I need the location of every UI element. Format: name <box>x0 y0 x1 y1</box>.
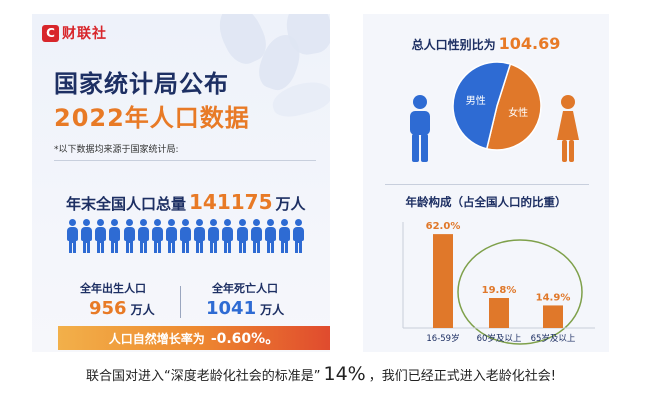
person-icon <box>108 219 121 253</box>
growth-rate-banner: 人口自然增长率为 -0.60%。 <box>58 326 330 350</box>
bar-chart-title: 年龄构成（占全国人口的比重） <box>405 195 567 209</box>
bar-data-label: 19.8% <box>482 285 517 296</box>
pie-title-text: 总人口性别比为 <box>411 38 496 52</box>
total-unit: 万人 <box>275 195 306 213</box>
person-icon <box>123 219 135 253</box>
bar-data-label: 14.9% <box>536 292 571 303</box>
births-value: 956 <box>89 298 127 319</box>
person-icon <box>165 219 177 253</box>
divider <box>385 184 589 185</box>
pie-label: 男性 <box>466 94 486 107</box>
infographic-chart-panel: 总人口性别比为 104.69 女性 男性 年龄构成（占全国人口的比重） 62.0% 1… <box>363 14 609 352</box>
person-icon <box>94 219 107 253</box>
caption: 联合国对进入“深度老龄化社会的标准是” 14% ，我们已经正式进入老龄化社会! <box>86 363 556 385</box>
total-population: 年末全国人口总量 141175 万人 <box>66 190 306 214</box>
age-structure-bar-chart: 62.0% 16-59岁 19.8% 60岁及以上 14.9% 65岁及以上 <box>402 221 595 345</box>
bar-category-label: 65岁及以上 <box>531 333 576 344</box>
bar <box>543 305 563 328</box>
pie-label: 女性 <box>508 106 528 119</box>
person-icon <box>221 219 234 253</box>
bar-category-label: 16-59岁 <box>426 333 459 344</box>
person-icon <box>137 219 149 253</box>
highlight-circle <box>457 239 583 345</box>
sex-ratio-pie-chart: 女性 男性 <box>452 61 542 151</box>
person-icon <box>236 219 248 253</box>
caption-percentage: 14% <box>323 363 366 385</box>
male-figure-icon <box>410 95 430 162</box>
cls-logo: C 财联社 <box>42 24 107 42</box>
births-stat: 956 万人 <box>89 298 155 319</box>
bar <box>489 298 509 328</box>
bar <box>433 234 453 328</box>
person-icon <box>292 219 304 253</box>
pie-title: 总人口性别比为 104.69 <box>363 34 609 53</box>
births-label: 全年出生人口 <box>80 282 146 295</box>
person-icon <box>250 219 262 253</box>
subheadline: 2022年人口数据 <box>54 104 250 132</box>
deaths-value: 1041 <box>206 298 257 319</box>
growth-label: 人口自然增长率为 <box>108 331 205 346</box>
pie-slice-male <box>452 61 512 150</box>
pie-slice-female <box>485 63 542 151</box>
female-figure-icon <box>557 95 579 162</box>
divider <box>54 160 316 161</box>
person-icon <box>193 219 206 253</box>
person-icon <box>80 219 93 253</box>
headline: 国家统计局公布 <box>54 70 229 98</box>
person-icon <box>278 219 290 253</box>
infographic-population-panel: C 财联社 国家统计局公布 2022年人口数据 *以下数据均来源于国家统计局: … <box>32 14 330 352</box>
growth-value: -0.60%。 <box>210 331 280 347</box>
bar-category-label: 60岁及以上 <box>477 333 522 344</box>
caption-suffix: ，我们已经正式进入老龄化社会! <box>368 369 556 384</box>
person-icon <box>66 219 78 253</box>
source-note: *以下数据均来源于国家统计局: <box>54 145 179 155</box>
bar-data-label: 62.0% <box>426 221 461 232</box>
people-icon-row <box>66 219 304 253</box>
total-prefix: 年末全国人口总量 <box>66 195 187 213</box>
pie-ratio: 104.69 <box>498 34 561 53</box>
births-unit: 万人 <box>130 303 155 317</box>
caption-prefix: 联合国对进入“深度老龄化社会的标准是” <box>86 369 321 384</box>
person-icon <box>179 219 191 253</box>
person-icon <box>207 219 220 253</box>
deaths-stat: 1041 万人 <box>206 298 284 319</box>
total-value: 141175 <box>189 190 273 214</box>
person-icon <box>151 219 163 253</box>
person-icon <box>264 219 276 253</box>
logo-text: 财联社 <box>62 26 107 42</box>
deaths-unit: 万人 <box>260 303 285 317</box>
stat-divider <box>180 286 181 318</box>
deaths-label: 全年死亡人口 <box>212 282 278 295</box>
logo-mark: C <box>42 24 59 42</box>
